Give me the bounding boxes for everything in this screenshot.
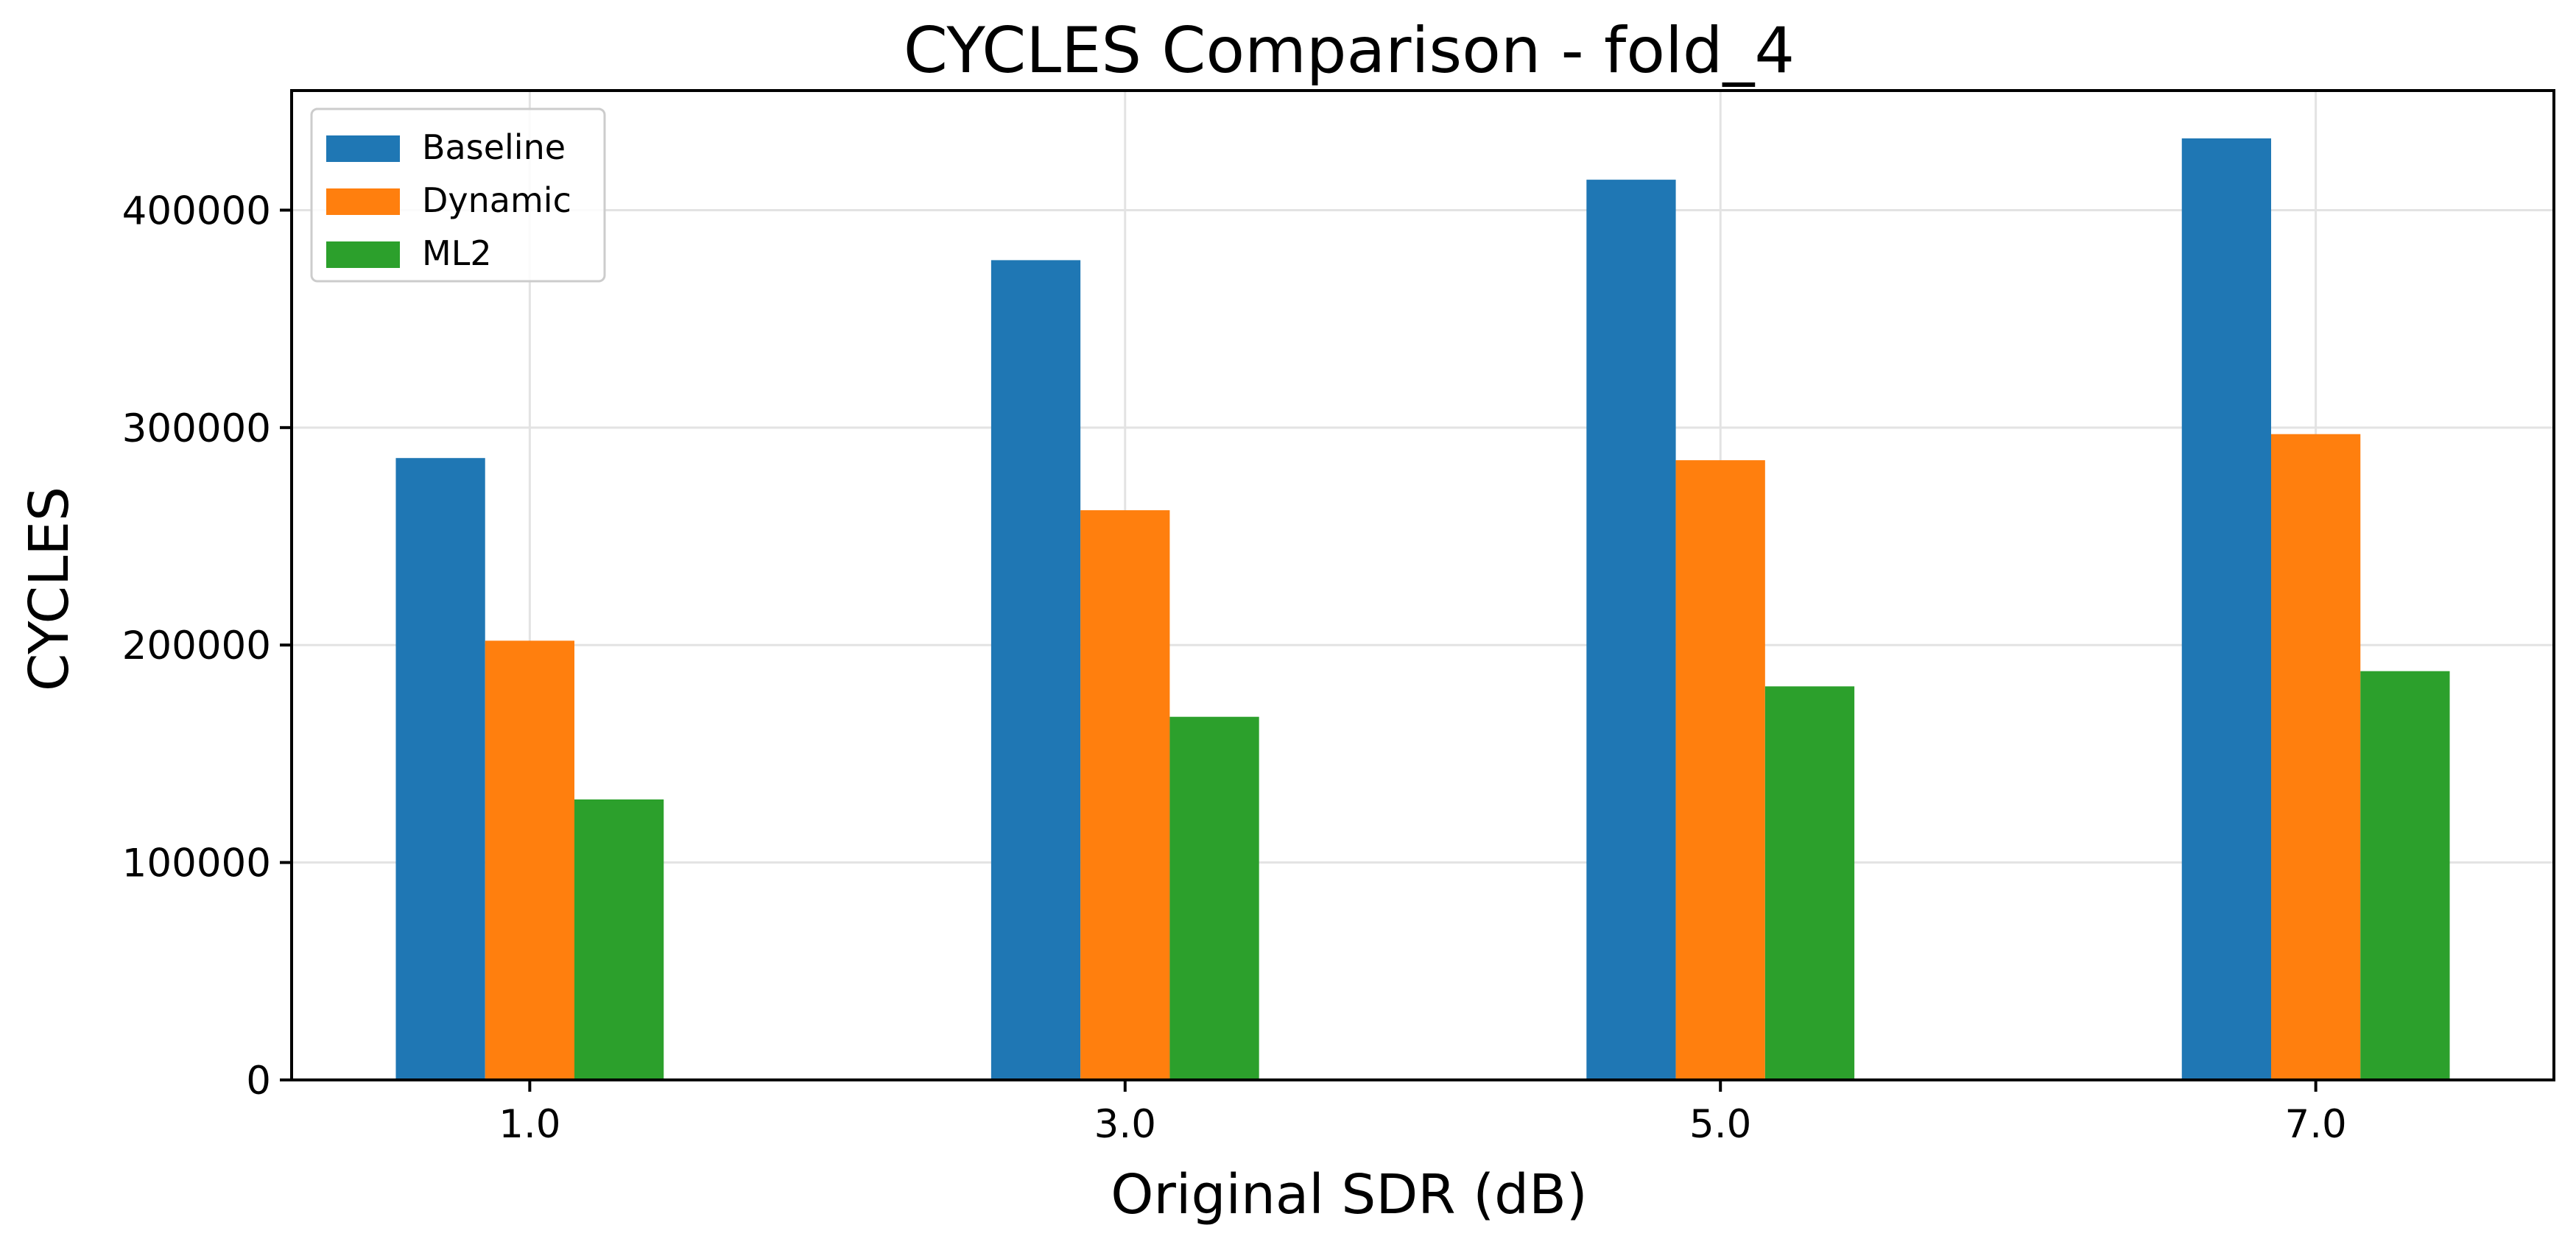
x-tick-label: 3.0 [1094,1102,1156,1147]
y-tick-label: 200000 [122,624,271,668]
bar-ml2-5.0 [1764,686,1855,1080]
axis-ticks: 0 100000 200000 300000 400000 1.0 3.0 5.0 7.0 [122,188,2347,1147]
bar-dynamic-3.0 [1080,510,1170,1080]
y-axis-label: CYCLES [18,487,81,691]
plot-frame [290,89,2555,1081]
legend-label-dynamic: Dynamic [422,180,571,220]
legend-swatch-dynamic [326,188,400,215]
y-tick-label: 0 [246,1059,271,1104]
x-tick-label: 1.0 [499,1102,560,1147]
bar-ml2-3.0 [1169,716,1259,1080]
legend-swatch-baseline [326,135,400,162]
y-tick-label: 300000 [122,406,271,451]
legend-label-ml2: ML2 [422,233,492,273]
bar-baseline-7.0 [2181,138,2271,1080]
y-tick-label: 100000 [122,841,271,886]
legend-label-baseline: Baseline [422,127,566,167]
legend-swatch-ml2 [326,241,400,268]
x-tick-label: 5.0 [1689,1102,1751,1147]
legend: Baseline Dynamic ML2 [310,107,606,283]
bar-ml2-1.0 [574,799,664,1080]
bars [395,138,2450,1081]
chart-title: CYCLES Comparison - fold_4 [904,14,1795,88]
bar-baseline-1.0 [395,458,485,1080]
bar-dynamic-5.0 [1675,460,1765,1080]
x-tick-label: 7.0 [2284,1102,2346,1147]
bar-dynamic-1.0 [485,640,574,1080]
bar-dynamic-7.0 [2271,434,2361,1080]
bar-baseline-3.0 [990,260,1081,1080]
y-tick-label: 400000 [122,188,271,233]
x-axis-label: Original SDR (dB) [1111,1163,1587,1226]
bar-ml2-7.0 [2360,671,2450,1080]
bar-baseline-5.0 [1586,180,1676,1081]
